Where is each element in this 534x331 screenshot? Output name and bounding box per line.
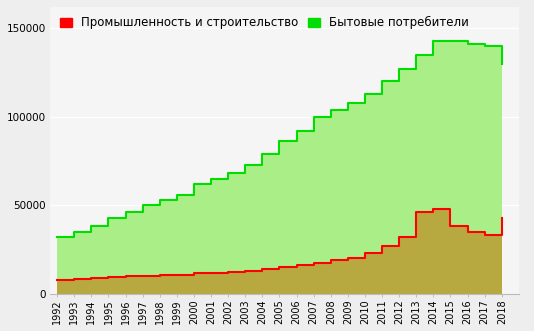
Legend: Промышленность и строительство, Бытовые потребители: Промышленность и строительство, Бытовые …	[56, 13, 473, 33]
